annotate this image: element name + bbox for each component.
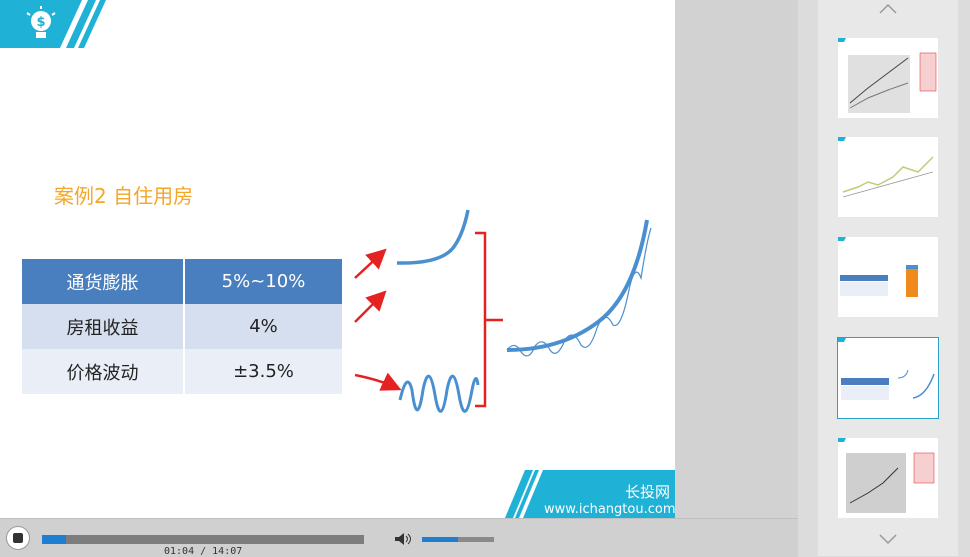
thumb-preview [838,38,937,113]
combined-curve [506,219,649,352]
chevron-up-icon[interactable] [878,2,898,16]
combined-noise [506,227,652,357]
seek-progress [42,535,67,544]
chevron-down-icon[interactable] [878,532,898,546]
red-arrow [354,248,387,279]
info-table: 通货膨胀 5%~10% 房租收益 4% 价格波动 ±3.5% [22,259,342,394]
svg-text:$: $ [36,15,45,30]
table-row: 房租收益 4% [22,304,342,349]
volume-level [422,537,458,542]
thumbnail-panel[interactable] [818,0,958,556]
seek-bar[interactable] [42,535,364,544]
volume-icon[interactable] [394,532,414,546]
stop-icon [13,533,23,543]
red-arrow [354,372,402,391]
lightbulb-dollar-icon: $ [26,6,56,38]
trend-diagram [354,209,652,413]
fluctuation-wave [398,374,480,413]
brand-name: 长投网 [624,483,670,501]
red-arrow [354,290,387,323]
inflation-curve [396,209,470,265]
brand-text: 长投网 www.ichangtou.com [544,481,675,517]
table-cell-label: 价格波动 [22,349,185,394]
slide-thumbnail[interactable] [837,337,939,419]
brand-url: www.ichangtou.com [544,502,675,517]
time-display: 01:04 / 14:07 [164,546,243,557]
thumb-preview [838,237,918,297]
table-cell-value: ±3.5% [184,349,342,394]
slide-canvas: $ 案例2 自住用房 通货膨胀 5%~10% 房租收益 4% 价格波动 ±3.5… [0,0,675,518]
table-cell-value: 4% [184,304,342,349]
slide-title: 案例2 自住用房 [54,184,194,208]
slide-thumbnail[interactable] [838,438,938,518]
bracket [475,231,503,408]
stop-button[interactable] [6,526,30,550]
thumb-preview [838,137,934,198]
table-cell-label: 房租收益 [22,304,185,349]
volume-slider[interactable] [422,537,494,542]
slide-thumbnail[interactable] [838,137,938,217]
table-cell-label: 通货膨胀 [22,259,185,304]
thumb-preview [838,438,935,513]
table-cell-value: 5%~10% [184,259,342,304]
brand-banner [505,470,675,518]
table-row: 价格波动 ±3.5% [22,349,342,394]
slide-thumbnail[interactable] [838,38,938,118]
side-gutter [675,0,798,556]
slide-thumbnail[interactable] [838,237,938,317]
thumb-preview [838,338,935,400]
table-row: 通货膨胀 5%~10% [22,259,342,304]
player-controls: 01:04 / 14:07 [0,518,798,557]
